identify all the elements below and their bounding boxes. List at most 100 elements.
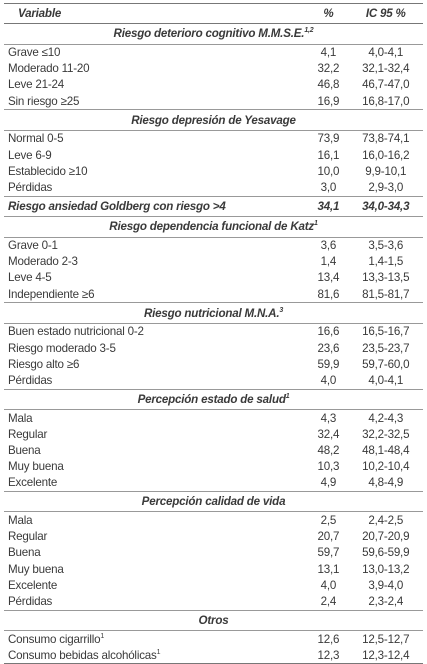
data-row: Buen estado nutricional 0-2 16,6 16,5-16,7 [4,323,423,340]
row-label: Buena [8,443,41,457]
row-label: Leve 4-5 [8,271,52,285]
row-note: 1 [156,648,161,656]
row-label: Pérdidas [8,373,53,387]
row-label-cell: Grave 0-1 [4,237,308,254]
row-label: Grave 0-1 [8,239,58,253]
table-body: Variable % IC 95 % Riesgo deterioro cogn… [4,3,423,664]
row-label-cell: Regular [4,529,308,545]
row-label: Buen estado nutricional 0-2 [8,325,144,339]
row-label: Consumo bebidas alcohólicas [8,648,157,662]
data-row: Grave ≤10 4,1 4,0-4,1 [4,44,423,61]
row-percent: 32,2 [317,62,340,76]
section-row: Riesgo nutricional M.N.A.3 [4,302,423,324]
row-note: 1 [100,632,105,640]
row-label-cell: Riesgo alto ≥6 [4,356,308,372]
row-ci: 2,3-2,4 [368,594,404,608]
section-note: 1 [314,220,318,228]
data-row: Moderado 11-20 32,2 32,1-32,4 [4,61,423,77]
data-row: Moderado 2-3 1,4 1,4-1,5 [4,254,423,270]
section-header: Riesgo ansiedad Goldberg con riesgo >4 [4,195,309,217]
data-row: Excelente 4,9 4,8-4,9 [4,475,423,492]
section-header: Otros [4,609,423,632]
data-row: Mala 4,3 4,2-4,3 [4,410,423,427]
data-row: Riesgo moderado 3-5 23,6 23,5-23,7 [4,340,423,356]
row-ci: 3,9-4,0 [368,578,404,592]
header-variable: Variable [4,3,309,24]
header-percent: % [308,3,349,24]
row-label-cell: Leve 6-9 [4,147,308,163]
row-label: Muy buena [8,562,64,576]
section-row: Percepción calidad de vida [4,490,423,513]
row-percent: 59,7 [317,546,340,560]
data-row: Mala 2,5 2,4-2,5 [4,512,423,529]
row-ci: 16,8-17,0 [362,94,410,108]
data-row: Normal 0-5 73,9 73,8-74,1 [4,130,423,147]
section-note: 1 [285,392,290,400]
row-label: Consumo cigarrillo [8,632,101,646]
data-row: Buena 48,2 48,1-48,4 [4,442,423,458]
row-ci: 46,7-47,0 [362,78,410,92]
data-row: Grave 0-1 3,6 3,5-3,6 [4,237,423,254]
row-label: Moderado 11-20 [8,62,90,76]
section-header: Riesgo dependencia funcional de Katz1 [4,216,423,238]
row-ci: 20,7-20,9 [362,530,410,544]
row-label-cell: Regular [4,426,308,442]
row-percent: 48,2 [317,443,340,457]
data-row: Leve 4-5 13,4 13,3-13,5 [4,270,423,286]
row-label-cell: Pérdidas [4,179,308,196]
row-percent: 16,1 [317,148,340,162]
data-row: Consumo bebidas alcohólicas1 12,3 12,3-12,… [4,647,423,664]
row-ci: 3,5-3,6 [368,239,404,253]
row-label-cell: Riesgo moderado 3-5 [4,340,308,356]
row-percent: 59,9 [317,357,340,371]
row-ci: 59,7-60,0 [362,357,410,371]
row-label: Grave ≤10 [8,46,61,60]
row-label-cell: Leve 4-5 [4,270,308,286]
row-label-cell: Muy buena [4,459,308,475]
data-row: Muy buena 13,1 13,0-13,2 [4,561,423,577]
row-label: Leve 6-9 [8,148,52,162]
row-ci: 10,2-10,4 [362,460,410,474]
row-percent: 16,9 [317,94,340,108]
section-row: Riesgo ansiedad Goldberg con riesgo >4 34… [4,195,423,217]
data-row: Regular 20,7 20,7-20,9 [4,529,423,545]
row-percent: 13,1 [317,562,340,576]
row-ci: 4,0-4,1 [368,46,404,60]
row-label-cell: Pérdidas [4,372,308,389]
section-ci: 34,0-34,3 [348,195,423,217]
row-percent: 4,1 [320,46,337,60]
row-percent: 10,0 [317,164,340,178]
section-title: Percepción estado de salud [137,392,286,406]
row-percent: 81,6 [317,287,340,301]
data-row: Independiente ≥6 81,6 81,5-81,7 [4,286,423,303]
section-title: Riesgo nutricional M.N.A. [143,306,280,320]
row-percent: 2,5 [320,514,337,528]
row-label: Mala [8,514,33,528]
row-label-cell: Sin riesgo ≥25 [4,93,308,110]
row-label: Independiente ≥6 [8,287,95,301]
row-percent: 4,3 [320,411,337,425]
row-percent: 4,0 [320,373,337,387]
row-label-cell: Independiente ≥6 [4,286,308,303]
section-note: 3 [279,306,284,314]
section-row: Riesgo dependencia funcional de Katz1 [4,216,423,238]
data-row: Muy buena 10,3 10,2-10,4 [4,459,423,475]
row-ci: 32,1-32,4 [362,62,410,76]
row-label-cell: Consumo cigarrillo1 [4,631,308,648]
section-note: 1,2 [304,27,314,35]
row-percent: 10,3 [317,460,340,474]
row-ci: 4,2-4,3 [368,411,404,425]
row-ci: 48,1-48,4 [362,443,410,457]
row-label-cell: Normal 0-5 [4,130,308,147]
section-title: Riesgo deterioro cognitivo M.M.S.E. [113,27,305,41]
row-percent: 12,6 [317,632,340,646]
row-ci: 59,6-59,9 [362,546,410,560]
row-label-cell: Leve 21-24 [4,77,308,93]
data-row: Pérdidas 4,0 4,0-4,1 [4,372,423,389]
row-percent: 4,9 [320,476,337,490]
row-label: Moderado 2-3 [8,255,78,269]
row-ci: 4,8-4,9 [368,476,404,490]
data-row: Establecido ≥10 10,0 9,9-10,1 [4,163,423,179]
data-row: Regular 32,4 32,2-32,5 [4,426,423,442]
row-ci: 2,9-3,0 [368,180,404,194]
